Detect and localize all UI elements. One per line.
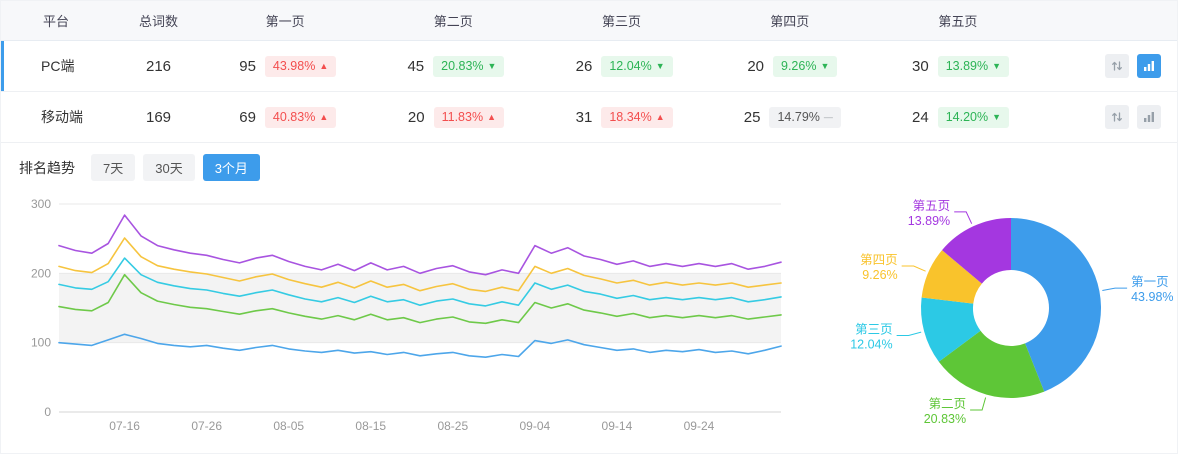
column-header-platform: 平台 <box>43 14 70 29</box>
page3-cell: 31 18.34% ▲ <box>537 106 705 128</box>
row-actions <box>1042 54 1177 78</box>
svg-text:300: 300 <box>31 197 51 211</box>
page-distribution-pie: 第一页 43.98% 第二页 20.83% 第三页 12.04% 第四页 9.26% 第五页 13… <box>850 199 1173 426</box>
svg-text:09-24: 09-24 <box>684 419 715 433</box>
column-header-page2: 第二页 <box>433 14 473 29</box>
tab-7days[interactable]: 7天 <box>91 154 136 181</box>
keyword-count: 31 <box>575 108 593 126</box>
change-badge: 43.98% ▲ <box>264 55 337 77</box>
svg-text:07-16: 07-16 <box>109 419 140 433</box>
trend-chart-icon[interactable] <box>1136 54 1161 78</box>
svg-text:08-15: 08-15 <box>355 419 386 433</box>
change-badge: 11.83% ▲ <box>433 106 504 128</box>
svg-text:200: 200 <box>31 266 51 280</box>
change-badge: 40.83% ▲ <box>264 106 337 128</box>
change-badge: 14.79% — <box>769 106 841 128</box>
row-actions <box>1042 105 1177 129</box>
svg-text:09-14: 09-14 <box>602 419 633 433</box>
change-badge: 18.34% ▲ <box>601 106 673 128</box>
sort-arrows-icon[interactable] <box>1104 54 1129 78</box>
page2-cell: 45 20.83% ▼ <box>369 55 537 77</box>
table-header: 平台 总词数 第一页 第二页 第三页 第四页 第五页 <box>1 1 1177 41</box>
table-row-pc[interactable]: PC端 216 95 43.98% ▲ 45 20.83% ▼ 26 12.04% ▼… <box>1 41 1177 92</box>
svg-text:09-04: 09-04 <box>520 419 551 433</box>
keyword-count: 69 <box>239 108 256 126</box>
keyword-count: 45 <box>407 57 425 75</box>
keyword-count: 20 <box>747 57 764 75</box>
keyword-count: 30 <box>912 57 929 75</box>
svg-text:08-25: 08-25 <box>437 419 468 433</box>
keyword-count: 20 <box>407 108 425 126</box>
column-header-total: 总词数 <box>138 14 178 29</box>
change-badge: 20.83% ▼ <box>433 55 505 77</box>
svg-text:0: 0 <box>44 405 51 419</box>
tab-30days[interactable]: 30天 <box>143 154 195 181</box>
column-header-page4: 第四页 <box>770 14 810 29</box>
trend-title: 排名趋势 <box>19 159 75 176</box>
page1-cell: 69 40.83% ▲ <box>201 106 369 128</box>
page5-cell: 30 13.89% ▼ <box>874 55 1042 77</box>
page5-cell: 24 14.20% ▼ <box>874 106 1042 128</box>
page4-cell: 25 14.79% — <box>706 106 874 128</box>
keyword-count: 24 <box>912 108 929 126</box>
tab-3months[interactable]: 3个月 <box>202 154 260 181</box>
svg-text:08-05: 08-05 <box>273 419 304 433</box>
page2-cell: 20 11.83% ▲ <box>369 106 537 128</box>
keyword-count: 25 <box>743 108 761 126</box>
page1-cell: 95 43.98% ▲ <box>201 55 369 77</box>
page4-cell: 20 9.26% ▼ <box>706 55 874 77</box>
column-header-page3: 第三页 <box>601 14 641 29</box>
column-header-page5: 第五页 <box>938 14 978 29</box>
keyword-count: 95 <box>239 57 256 75</box>
svg-text:100: 100 <box>31 336 51 350</box>
svg-text:07-26: 07-26 <box>191 419 222 433</box>
trend-line-chart: 0 100 200 300 07-16 07-26 08-05 08-15 08-25 09-04… <box>31 197 782 433</box>
page3-cell: 26 12.04% ▼ <box>537 55 705 77</box>
change-badge: 14.20% ▼ <box>937 106 1010 128</box>
table-row-mobile[interactable]: 移动端 169 69 40.83% ▲ 20 11.83% ▲ 31 18.34% ▲… <box>1 92 1177 143</box>
sort-arrows-icon[interactable] <box>1104 105 1129 129</box>
change-badge: 9.26% ▼ <box>773 55 838 77</box>
platform-name: 移动端 <box>41 109 83 125</box>
keyword-count: 26 <box>575 57 593 75</box>
total-keywords: 169 <box>145 108 172 126</box>
charts-area: 0 100 200 300 07-16 07-26 08-05 08-15 08-25 09-04… <box>1 188 1177 442</box>
change-badge: 13.89% ▼ <box>937 55 1010 77</box>
platform-name: PC端 <box>41 58 75 74</box>
trend-toolbar: 排名趋势 7天 30天 3个月 <box>1 143 1177 188</box>
total-keywords: 216 <box>145 57 172 75</box>
change-badge: 12.04% ▼ <box>601 55 673 77</box>
column-header-page1: 第一页 <box>265 14 305 29</box>
trend-chart-icon[interactable] <box>1136 105 1161 129</box>
